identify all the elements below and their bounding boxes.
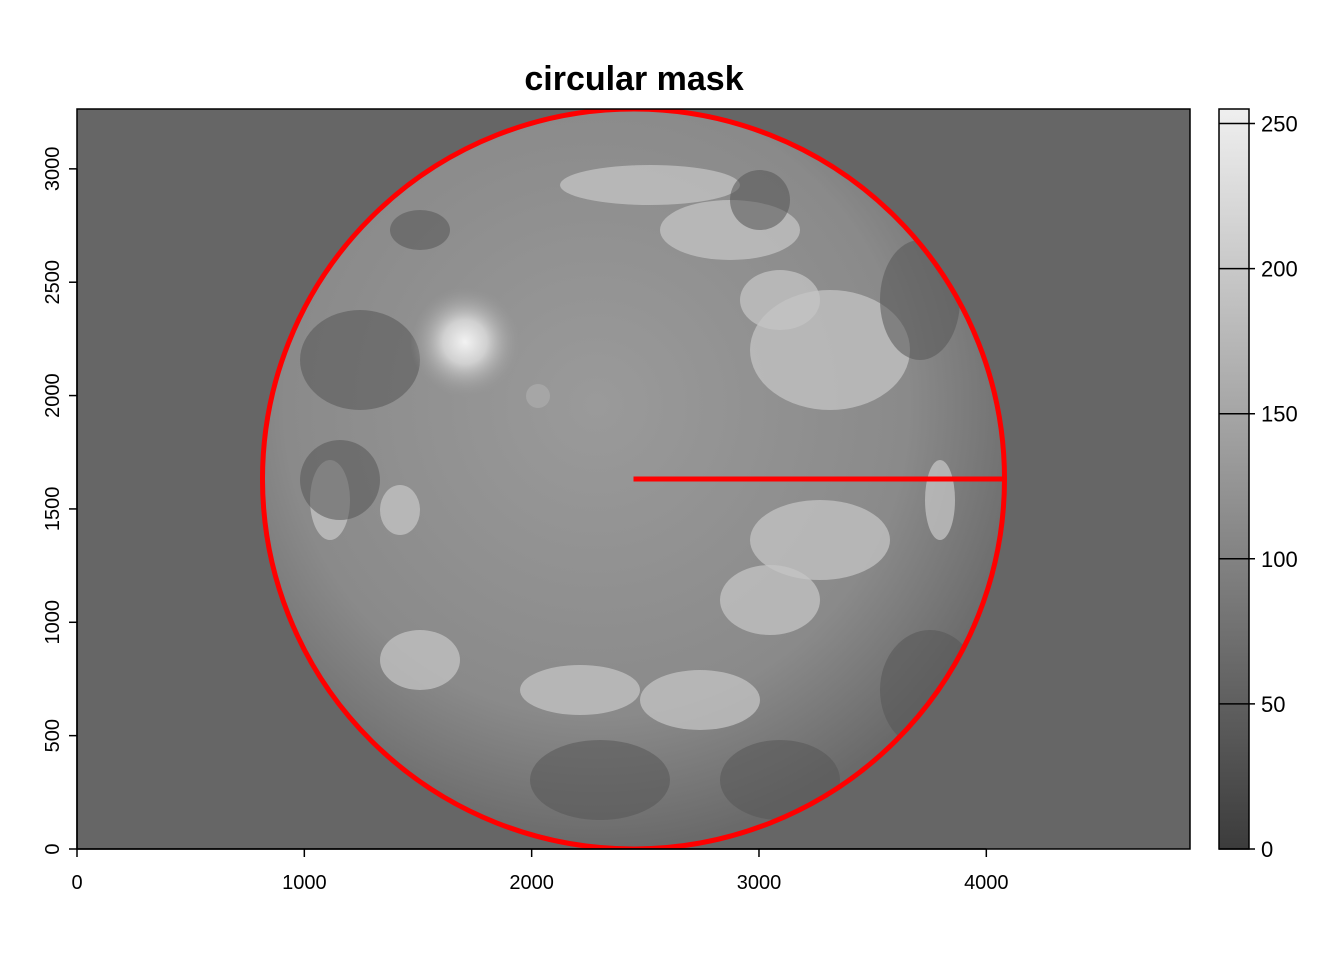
chart-title: circular mask: [524, 60, 743, 98]
plot-area: [76, 108, 1191, 850]
cloud-shape: [520, 665, 640, 715]
colorbar-tick-label: 100: [1261, 547, 1298, 572]
y-tick-label: 2000: [42, 373, 64, 418]
foliage-shape: [390, 210, 450, 250]
y-tick-label: 1000: [42, 600, 64, 645]
y-tick-label: 1500: [42, 487, 64, 532]
x-tick-label: 2000: [509, 872, 554, 894]
colorbar-scale: [1218, 108, 1250, 850]
foliage-shape: [730, 170, 790, 230]
colorbar-tick-label: 0: [1261, 837, 1273, 862]
colorbar-tick-label: 150: [1261, 402, 1298, 427]
cloud-shape: [740, 270, 820, 330]
foliage-shape: [720, 740, 840, 820]
y-tick-label: 2500: [42, 260, 64, 305]
colorbar-tick-label: 50: [1261, 692, 1285, 717]
x-axis: 0 1000 2000 3000 4000: [71, 848, 1009, 894]
sun-glare: [410, 287, 520, 397]
foliage-shape: [300, 440, 380, 520]
foliage-shape: [300, 310, 420, 410]
x-tick-label: 0: [71, 872, 82, 894]
y-tick-label: 3000: [42, 147, 64, 192]
cloud-shape: [720, 565, 820, 635]
foliage-shape: [530, 740, 670, 820]
cloud-shape: [380, 485, 420, 535]
x-tick-label: 4000: [964, 872, 1009, 894]
cloud-shape: [750, 500, 890, 580]
colorbar-tick-label: 250: [1261, 112, 1298, 137]
cloud-shape: [560, 165, 740, 205]
y-axis: 0 500 1000 1500 2000 2500 3000: [42, 147, 78, 855]
cloud-shape: [640, 670, 760, 730]
colorbar-tick-label: 200: [1261, 257, 1298, 282]
x-tick-label: 1000: [282, 872, 327, 894]
cloud-shape: [380, 630, 460, 690]
colorbar: 0 50 100 150 200 250: [1218, 108, 1298, 862]
x-tick-label: 3000: [737, 872, 782, 894]
y-tick-label: 500: [42, 719, 64, 752]
lens-flare: [526, 384, 550, 408]
y-tick-label: 0: [42, 843, 64, 854]
cloud-shape: [925, 460, 955, 540]
